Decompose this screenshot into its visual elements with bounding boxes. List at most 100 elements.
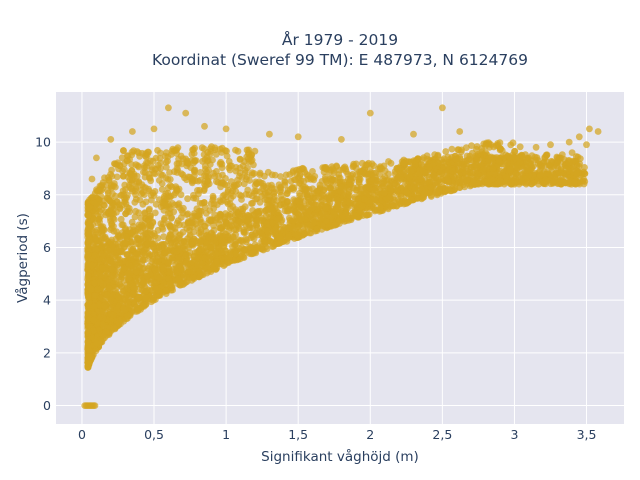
data-point	[565, 138, 573, 146]
data-point	[217, 158, 225, 166]
data-point	[110, 222, 117, 230]
data-point	[146, 174, 154, 182]
data-point	[503, 159, 511, 167]
data-point	[410, 130, 417, 138]
data-point	[122, 240, 130, 248]
data-point	[102, 328, 110, 335]
data-point	[320, 186, 328, 194]
data-point	[309, 204, 316, 212]
data-point	[201, 122, 208, 130]
data-point	[245, 224, 253, 232]
data-point	[437, 168, 445, 176]
data-point	[218, 149, 226, 156]
data-point	[562, 165, 570, 173]
data-point	[254, 231, 262, 239]
data-point	[338, 136, 345, 143]
data-point	[391, 199, 398, 207]
data-point	[144, 229, 152, 237]
data-point	[512, 170, 519, 178]
data-point	[89, 193, 96, 201]
data-point	[534, 157, 542, 164]
data-point	[91, 292, 99, 299]
data-point	[84, 329, 92, 337]
data-point	[252, 195, 260, 203]
data-point	[340, 187, 348, 195]
data-point	[541, 162, 549, 170]
data-point	[203, 264, 211, 271]
data-point	[297, 215, 305, 223]
data-point	[245, 158, 253, 166]
data-point	[181, 174, 188, 182]
data-point	[366, 109, 374, 117]
data-point	[213, 168, 220, 175]
data-point	[322, 217, 330, 225]
data-point	[124, 191, 131, 199]
data-point	[240, 229, 248, 237]
data-point	[349, 184, 357, 192]
data-point	[331, 177, 339, 184]
x-tick-label: 2	[366, 427, 374, 442]
x-axis-title: Signifikant våghöjd (m)	[261, 448, 419, 465]
data-point	[304, 193, 311, 201]
y-axis-title: Vågperiod (s)	[14, 213, 31, 303]
data-point	[465, 155, 473, 163]
data-point	[85, 212, 92, 219]
data-point	[110, 227, 118, 235]
data-point	[318, 210, 326, 218]
data-point	[112, 192, 119, 200]
data-point	[175, 185, 183, 193]
data-point	[295, 174, 302, 182]
data-point	[581, 170, 589, 178]
data-point	[176, 231, 184, 239]
data-point	[259, 185, 266, 193]
data-point	[554, 157, 562, 164]
data-point	[184, 195, 192, 203]
data-point	[311, 173, 319, 180]
data-point	[220, 241, 228, 249]
chart-title-line1: År 1979 - 2019	[282, 30, 398, 49]
data-point	[583, 141, 590, 149]
data-point	[137, 214, 145, 222]
data-point	[276, 235, 284, 243]
data-point	[108, 242, 116, 250]
data-point	[226, 162, 234, 170]
data-point	[229, 233, 237, 240]
data-point	[142, 198, 150, 206]
x-tick-label: 1,5	[288, 427, 308, 442]
data-point	[285, 233, 293, 240]
data-point	[362, 190, 370, 197]
data-point	[147, 212, 155, 220]
data-point	[423, 152, 431, 160]
data-point	[381, 189, 388, 197]
data-point	[159, 220, 167, 228]
data-point	[547, 163, 555, 171]
data-point	[328, 189, 336, 197]
data-point	[238, 174, 246, 181]
data-point	[115, 201, 123, 209]
data-point	[86, 353, 94, 361]
data-point	[202, 172, 210, 180]
data-point	[202, 209, 210, 217]
data-point	[117, 248, 124, 256]
data-point	[107, 136, 115, 143]
data-point	[107, 248, 114, 256]
data-point	[160, 264, 167, 272]
data-point	[482, 149, 489, 157]
data-point	[571, 178, 578, 186]
data-point	[555, 179, 563, 186]
data-point	[130, 172, 138, 180]
data-point	[254, 243, 262, 251]
data-point	[192, 220, 200, 228]
data-point	[296, 197, 304, 205]
data-point	[280, 223, 288, 231]
data-point	[157, 165, 165, 172]
data-point	[232, 164, 240, 171]
data-point	[242, 167, 249, 174]
data-point	[557, 165, 565, 173]
chart-title-line2: Koordinat (Sweref 99 TM): E 487973, N 61…	[152, 51, 528, 69]
data-point	[268, 171, 276, 179]
data-point	[430, 159, 438, 167]
data-point	[92, 347, 100, 355]
data-point	[266, 130, 273, 138]
data-point	[174, 268, 182, 276]
